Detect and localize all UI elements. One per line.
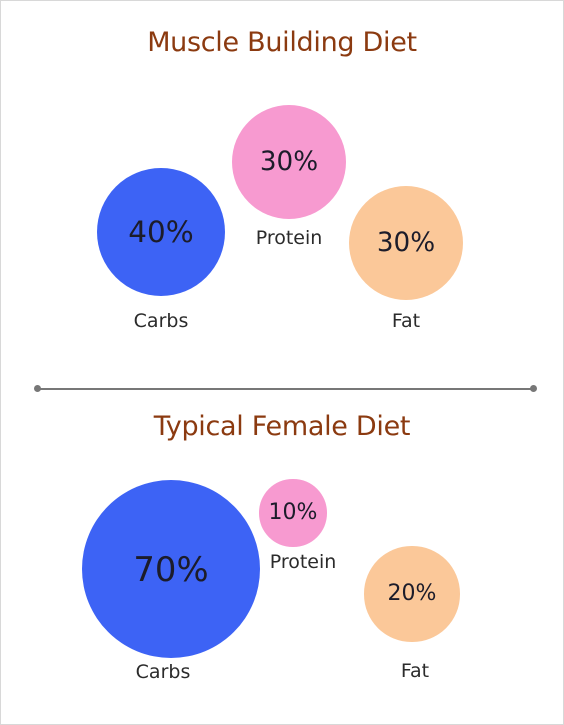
bubble-female-protein: 10%: [259, 479, 327, 547]
category-label-female-protein: Protein: [269, 551, 337, 573]
divider-dot-right: [530, 385, 537, 392]
category-label-muscle-protein: Protein: [255, 227, 323, 249]
bubble-female-fat: 20%: [364, 546, 460, 642]
chart-title-muscle-building: Muscle Building Diet: [147, 27, 417, 58]
bubble-muscle-fat: 30%: [349, 186, 463, 300]
value-label-female-protein: 10%: [268, 500, 318, 526]
section-divider: [37, 388, 533, 390]
value-label-muscle-carbs: 40%: [128, 215, 194, 249]
bubble-muscle-carbs: 40%: [97, 168, 225, 296]
category-label-female-carbs: Carbs: [135, 661, 191, 683]
bubble-female-carbs: 70%: [82, 480, 260, 658]
category-label-muscle-fat: Fat: [391, 310, 421, 332]
category-label-female-fat: Fat: [400, 660, 430, 682]
value-label-muscle-protein: 30%: [259, 147, 319, 177]
divider-dot-left: [34, 385, 41, 392]
value-label-female-carbs: 70%: [133, 549, 209, 589]
value-label-muscle-fat: 30%: [376, 228, 436, 258]
chart-title-typical-female: Typical Female Diet: [153, 411, 411, 442]
category-label-muscle-carbs: Carbs: [133, 310, 189, 332]
bubble-muscle-protein: 30%: [232, 105, 346, 219]
value-label-female-fat: 20%: [387, 581, 437, 607]
